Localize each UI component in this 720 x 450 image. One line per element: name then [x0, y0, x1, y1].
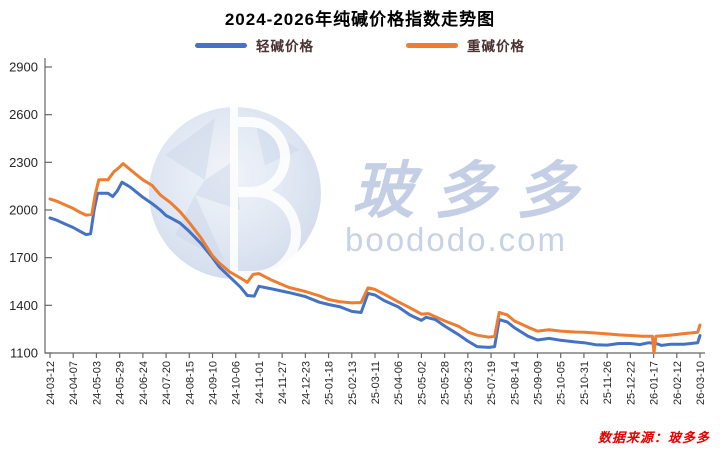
y-axis-tick-label: 2000 — [9, 203, 38, 218]
series-line-heavy-soda — [48, 162, 702, 355]
y-axis-tick-label: 1400 — [9, 298, 38, 313]
x-axis-tick-label: 24-05-29 — [115, 361, 127, 405]
x-axis-tick-label: 24-09-10 — [208, 361, 220, 405]
x-axis-tick-label: 24-06-24 — [138, 361, 150, 405]
watermark-domain-text: boododo.com — [345, 221, 567, 258]
legend-label-heavy-soda: 重碱价格 — [467, 39, 525, 54]
chart-title: 2024-2026年纯碱价格指数走势图 — [224, 10, 496, 29]
watermark-brand-text: 玻多多 — [352, 158, 598, 226]
x-axis-tick-label: 25-03-11 — [370, 361, 382, 404]
x-axis-tick-label: 24-08-15 — [184, 361, 196, 405]
x-axis-tick-label: 25-04-06 — [393, 361, 405, 405]
legend-label-light-soda: 轻碱价格 — [256, 39, 314, 54]
x-axis-tick-label: 25-07-19 — [486, 361, 498, 405]
x-axis-tick-label: 25-02-13 — [347, 361, 359, 405]
x-axis-tick-label: 25-09-09 — [533, 361, 545, 405]
x-axis-tick-label: 25-05-02 — [416, 361, 428, 405]
x-axis-tick-label: 25-10-05 — [556, 361, 568, 405]
x-axis-tick-label: 25-11-26 — [602, 361, 614, 404]
watermark: 玻多多 boododo.com — [149, 104, 598, 282]
x-axis-tick-label: 26-03-10 — [695, 361, 707, 405]
y-axis-tick-label: 1100 — [10, 346, 38, 361]
x-axis-tick-label: 24-11-01 — [254, 361, 266, 404]
x-axis-tick-label: 24-12-23 — [300, 361, 312, 405]
legend-swatch-heavy-soda — [406, 42, 458, 48]
axes-layer: 1100 1400 1700 2000 2300 2600 2900 24-03-12 24-0… — [9, 58, 707, 405]
y-axis-tick-label: 1700 — [9, 250, 38, 265]
legend: 轻碱价格 重碱价格 — [0, 35, 720, 55]
legend-item-heavy-soda: 重碱价格 — [406, 35, 525, 55]
x-axis-tick-label: 25-08-14 — [509, 361, 521, 405]
y-axis-tick-label: 2300 — [9, 155, 38, 170]
x-axis-tick-label: 24-03-12 — [45, 361, 57, 405]
series-layer — [48, 162, 702, 355]
y-axis-tick-label: 2900 — [9, 60, 38, 75]
x-axis-tick-label: 25-01-18 — [324, 361, 336, 405]
x-axis-tick-label: 24-04-07 — [68, 361, 80, 405]
x-axis-tick-label: 24-07-20 — [161, 361, 173, 405]
x-axis-tick-label: 25-05-28 — [440, 361, 452, 405]
series-line-light-soda — [48, 180, 702, 349]
x-axis-tick-label: 26-02-12 — [672, 361, 684, 405]
legend-item-light-soda: 轻碱价格 — [195, 35, 314, 55]
legend-swatch-light-soda — [195, 42, 247, 48]
x-axis-tick-label: 24-11-27 — [277, 361, 289, 404]
x-axis-tick-label: 25-06-23 — [463, 361, 475, 405]
data-source-note: 数据来源：玻多多 — [597, 430, 710, 445]
x-axis-tick-label: 25-12-22 — [625, 361, 637, 405]
x-axis-tick-label: 24-10-06 — [231, 361, 243, 405]
x-axis-tick-label: 24-05-03 — [91, 361, 103, 405]
x-axis-tick-label: 25-10-31 — [579, 361, 591, 405]
x-axis-tick-label: 26-01-17 — [649, 361, 661, 405]
y-axis-tick-label: 2600 — [9, 107, 38, 122]
watermark-b-letter — [230, 104, 301, 282]
